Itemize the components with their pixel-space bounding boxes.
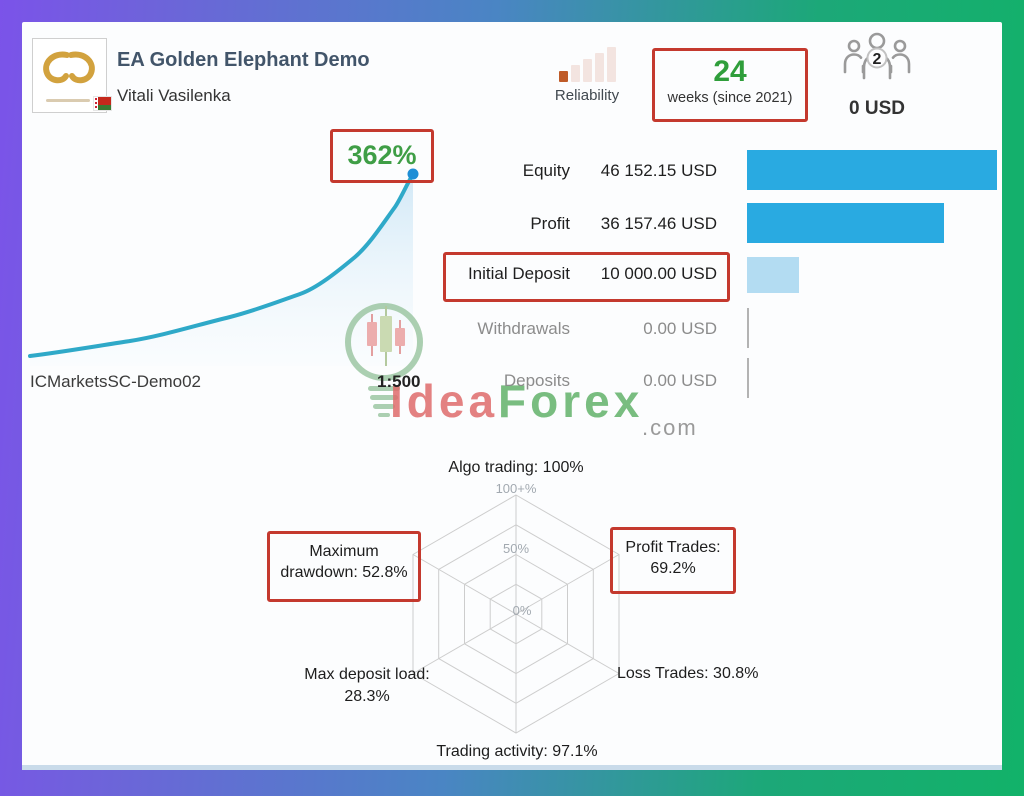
watermark-domain: .com <box>642 415 698 440</box>
radar-ring-label-outer: 100+% <box>495 481 537 496</box>
radar-label-profit-trades-box: Profit Trades: 69.2% <box>610 527 736 594</box>
stat-value-deposits: 0.00 USD <box>643 371 717 390</box>
stat-value-profit: 36 157.46 USD <box>600 214 717 233</box>
stat-label-initial-deposit: Initial Deposit <box>467 264 570 283</box>
leverage: 1:500 <box>377 372 421 391</box>
reliability-block: Reliability <box>527 46 647 104</box>
radar-label-trading-activity: Trading activity: 97.1% <box>436 743 598 760</box>
radar-ring-label-center: 0% <box>512 603 532 618</box>
reliability-label: Reliability <box>554 87 620 104</box>
golden-elephant-logo-icon <box>43 51 95 84</box>
watermark-text: IdeaForex <box>390 374 643 428</box>
withdrawals-zero-bar <box>747 308 749 348</box>
watermark-idea: Idea <box>390 375 499 427</box>
profit-bar <box>747 203 944 243</box>
max-drawdown-line2: drawdown: 52.8% <box>280 564 408 581</box>
watermark-forex: Forex <box>498 375 644 427</box>
deposits-zero-bar <box>747 358 749 398</box>
initial-deposit-bar <box>747 257 799 293</box>
profit-trades-line2: 69.2% <box>650 560 696 577</box>
broker-server: ICMarketsSC-Demo02 <box>30 372 201 391</box>
bottom-divider <box>22 765 1002 770</box>
radar-chart <box>412 494 620 734</box>
profit-trades-line1: Profit Trades: <box>625 539 721 556</box>
logo-caption-blur <box>46 99 90 102</box>
growth-line <box>28 172 415 358</box>
author-name[interactable]: Vitali Vasilenka <box>117 86 231 105</box>
stat-value-initial-deposit: 10 000.00 USD <box>600 264 717 283</box>
weeks-value: 24 <box>713 55 747 88</box>
stat-label-profit: Profit <box>530 214 570 233</box>
growth-percent-box: 362% <box>330 129 434 183</box>
radar-label-loss-trades: Loss Trades: 30.8% <box>617 665 759 682</box>
radar-label-max-drawdown-box: Maximum drawdown: 52.8% <box>267 531 421 602</box>
lightbulb-candlestick-watermark-icon <box>345 303 423 417</box>
subscribers-block: 2 0 USD <box>817 32 937 120</box>
signal-logo <box>32 38 107 113</box>
growth-line-chart <box>28 168 419 366</box>
radar-ring-label-mid: 50% <box>502 541 530 556</box>
signal-age-box: 24 weeks (since 2021) <box>652 48 808 122</box>
signal-title[interactable]: EA Golden Elephant Demo <box>117 49 370 71</box>
growth-end-dot <box>407 168 419 180</box>
max-deposit-load-line2: 28.3% <box>344 688 390 705</box>
weeks-caption: weeks (since 2021) <box>667 90 793 106</box>
reliability-bars-icon <box>527 46 647 82</box>
max-deposit-load-line1: Max deposit load: <box>304 666 430 683</box>
stat-value-withdrawals: 0.00 USD <box>643 319 717 338</box>
max-drawdown-line1: Maximum <box>309 543 379 560</box>
signal-card: EA Golden Elephant Demo Vitali Vasilenka… <box>22 22 1002 770</box>
initial-deposit-box <box>443 252 730 302</box>
radar-label-algo-trading: Algo trading: 100% <box>448 459 584 476</box>
growth-area-fill <box>30 174 413 366</box>
growth-percent: 362% <box>347 140 417 170</box>
stat-label-withdrawals: Withdrawals <box>477 319 570 338</box>
equity-bar <box>747 150 997 190</box>
radar-label-max-deposit-load: Max deposit load: 28.3% <box>262 664 472 708</box>
stat-label-equity: Equity <box>522 161 570 180</box>
subscribers-icon: 2 <box>843 32 911 80</box>
stat-value-equity: 46 152.15 USD <box>600 161 717 180</box>
stat-label-deposits: Deposits <box>503 371 570 390</box>
belarus-flag-icon <box>94 97 111 110</box>
subscribers-count: 2 <box>873 51 882 68</box>
subscribers-funds: 0 USD <box>849 98 905 119</box>
